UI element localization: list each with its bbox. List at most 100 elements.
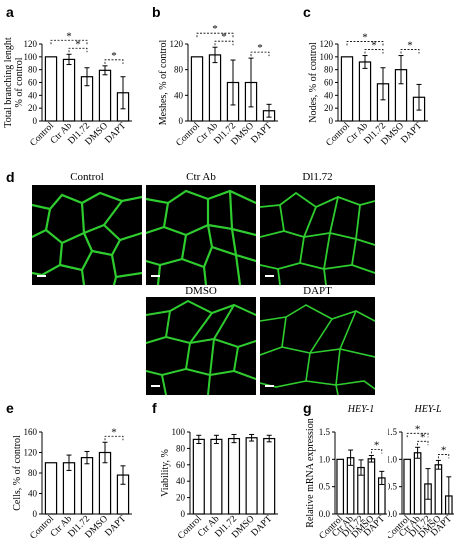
y-tick-label: 0.0 bbox=[319, 509, 331, 519]
significance-star: * bbox=[111, 50, 117, 62]
significance-bracket bbox=[417, 440, 429, 446]
panel-letter-g: g bbox=[303, 400, 312, 416]
bar bbox=[98, 69, 112, 122]
y-tick-label: 0 bbox=[181, 509, 186, 519]
y-tick-label: 0 bbox=[179, 116, 184, 126]
scale-bar bbox=[37, 275, 46, 277]
y-tick-label: 80 bbox=[324, 65, 334, 75]
y-tick-label: 40 bbox=[176, 476, 186, 486]
significance-star: * bbox=[75, 38, 81, 50]
y-tick-label: 1.0 bbox=[388, 454, 398, 464]
y-axis-label: Relative mRNA expression bbox=[305, 418, 316, 527]
y-tick-label: 40 bbox=[174, 90, 184, 100]
bar bbox=[227, 437, 241, 515]
y-tick-label: 100 bbox=[24, 52, 38, 62]
y-tick-label: 120 bbox=[170, 39, 184, 49]
y-tick-label: 1.5 bbox=[388, 427, 398, 437]
y-tick-label: 0.0 bbox=[388, 509, 398, 519]
micrograph-title-dmso: DMSO bbox=[185, 285, 217, 297]
y-tick-label: 80 bbox=[176, 443, 186, 453]
category-label: DAPT bbox=[104, 514, 129, 539]
y-tick-label: 0.5 bbox=[388, 482, 398, 492]
chart-title: HEY-1 bbox=[347, 404, 374, 415]
category-label: DAPT bbox=[250, 514, 275, 539]
y-axis-label: Meshes, % of control bbox=[158, 40, 169, 126]
significance-bracket bbox=[196, 32, 234, 38]
network-image bbox=[146, 299, 256, 395]
significance-star: * bbox=[441, 444, 447, 456]
significance-star: * bbox=[212, 23, 218, 35]
y-tick-label: 60 bbox=[324, 78, 334, 88]
y-tick-label: 100 bbox=[320, 52, 334, 62]
y-tick-label: 20 bbox=[28, 103, 38, 113]
significance-bracket bbox=[68, 47, 88, 53]
significance-star: * bbox=[221, 31, 227, 43]
y-tick-label: 80 bbox=[28, 65, 38, 75]
micrograph-dapt bbox=[260, 297, 375, 395]
scale-bar bbox=[151, 275, 160, 277]
significance-star: * bbox=[257, 42, 263, 54]
panel-letter-c: c bbox=[303, 4, 311, 20]
y-tick-label: 0 bbox=[33, 116, 38, 126]
panel-letter-d: d bbox=[6, 169, 15, 185]
y-tick-label: 20 bbox=[176, 493, 186, 503]
y-tick-label: 40 bbox=[28, 90, 38, 100]
y-tick-label: 120 bbox=[24, 39, 38, 49]
y-tick-label: 0 bbox=[33, 509, 38, 519]
bar bbox=[44, 462, 58, 515]
network-image bbox=[260, 304, 375, 395]
bar bbox=[403, 458, 412, 515]
significance-bracket bbox=[371, 449, 383, 454]
network-image bbox=[260, 191, 375, 285]
bar bbox=[358, 61, 372, 122]
category-label: DAPT bbox=[104, 121, 129, 146]
scale-bar bbox=[151, 385, 160, 387]
y-tick-label: 60 bbox=[28, 78, 38, 88]
significance-bracket bbox=[400, 49, 420, 54]
significance-star: * bbox=[362, 32, 368, 44]
chart-title: HEY-L bbox=[413, 404, 441, 415]
micrograph-dl172 bbox=[260, 185, 375, 285]
y-tick-label: 0 bbox=[329, 116, 334, 126]
micrograph-dmso bbox=[146, 297, 256, 395]
y-axis-label: Nodes, % of control bbox=[308, 42, 319, 123]
bar bbox=[367, 458, 376, 515]
significance-bracket bbox=[438, 454, 450, 459]
network-image bbox=[32, 191, 142, 285]
significance-star: * bbox=[407, 40, 413, 52]
significance-bracket bbox=[104, 59, 124, 64]
bar bbox=[208, 54, 222, 122]
micrograph-title-dl172: Dl1.72 bbox=[302, 171, 333, 183]
micrograph-title-dapt: DAPT bbox=[303, 285, 332, 297]
y-axis-label: % of control bbox=[14, 57, 25, 107]
category-label: DAPT bbox=[250, 121, 275, 146]
y-tick-label: 100 bbox=[172, 427, 186, 437]
micrograph-title-control: Control bbox=[70, 171, 104, 183]
y-tick-label: 40 bbox=[28, 489, 38, 499]
y-tick-label: 60 bbox=[176, 460, 186, 470]
significance-bracket bbox=[346, 41, 384, 46]
significance-bracket bbox=[250, 51, 270, 57]
significance-star: * bbox=[111, 426, 117, 438]
network-image bbox=[146, 189, 256, 285]
y-tick-label: 80 bbox=[174, 65, 184, 75]
micrograph-control bbox=[32, 185, 142, 285]
significance-bracket bbox=[406, 432, 429, 438]
significance-star: * bbox=[415, 423, 421, 435]
scale-bar bbox=[265, 275, 274, 277]
y-tick-label: 120 bbox=[24, 448, 38, 458]
bar bbox=[80, 457, 94, 515]
y-tick-label: 40 bbox=[324, 90, 334, 100]
bar bbox=[210, 438, 223, 515]
y-tick-label: 160 bbox=[24, 427, 38, 437]
y-tick-label: 1.0 bbox=[319, 454, 331, 464]
significance-star: * bbox=[420, 431, 426, 443]
significance-star: * bbox=[66, 30, 72, 42]
bar bbox=[413, 452, 422, 515]
y-tick-label: 20 bbox=[324, 103, 334, 113]
bar bbox=[190, 56, 204, 122]
